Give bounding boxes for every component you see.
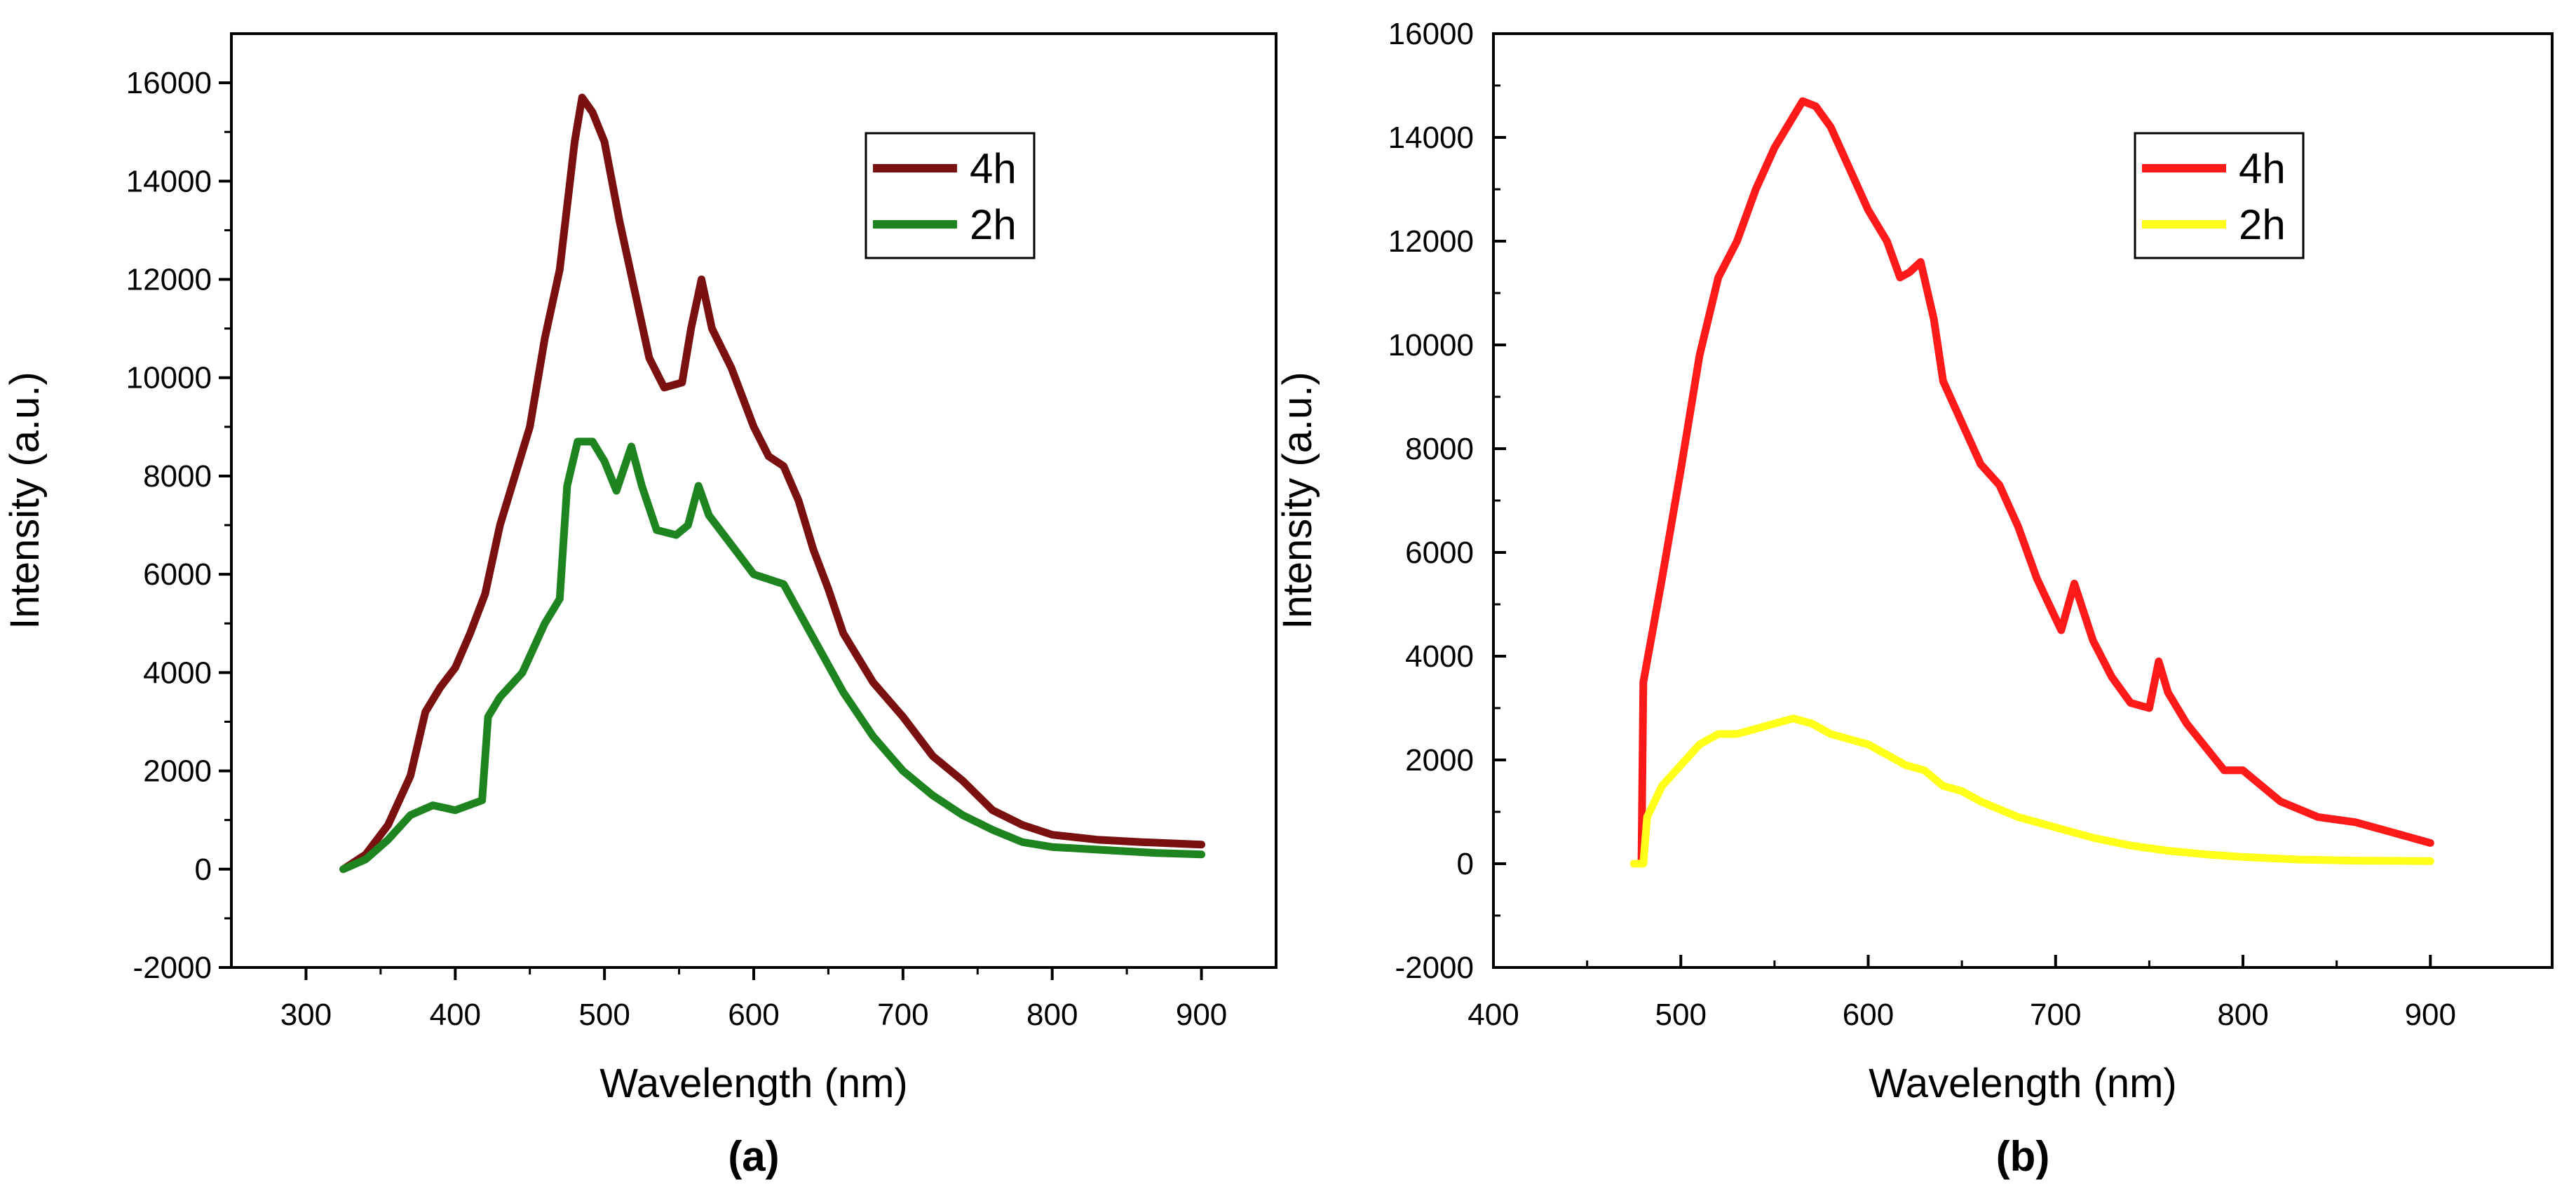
panel-label: (b) <box>1996 1133 2050 1180</box>
y-axis-title: Intensity (a.u.) <box>1275 372 1320 629</box>
x-tick-label: 900 <box>2405 998 2456 1032</box>
series-line-4h <box>339 93 1206 874</box>
y-tick-label: 16000 <box>1388 17 1474 51</box>
x-tick-label: 700 <box>2030 998 2081 1032</box>
y-tick-label: 16000 <box>126 66 212 100</box>
y-tick-label: 0 <box>1457 847 1474 881</box>
y-tick-label: 12000 <box>126 263 212 297</box>
x-tick-label: 700 <box>877 998 928 1032</box>
y-tick-label: 2000 <box>143 754 212 789</box>
x-axis-title: Wavelength (nm) <box>1869 1061 2176 1106</box>
chart-panel-a: 300 400 500 600 700 800 900 -2000 0 2000 4000 6000 8… <box>2 32 1277 1180</box>
plot-area-frame <box>1492 32 2554 969</box>
x-tick-label: 800 <box>1026 998 1078 1032</box>
y-tick-label: 8000 <box>1405 432 1474 466</box>
x-tick-label: 300 <box>280 998 332 1032</box>
y-tick-label: 10000 <box>126 361 212 395</box>
x-tick-label: 600 <box>1843 998 1894 1032</box>
y-tick-label: 14000 <box>1388 121 1474 155</box>
y-tick-label: 14000 <box>126 164 212 198</box>
y-tick-label: 4000 <box>143 655 212 690</box>
y-tick-label: 2000 <box>1405 743 1474 777</box>
x-tick-label: 500 <box>578 998 630 1032</box>
x-tick-label: 900 <box>1176 998 1227 1032</box>
legend-box <box>865 132 1036 259</box>
y-tick-label: 10000 <box>1388 328 1474 362</box>
legend-label-2h: 2h <box>2239 201 2286 248</box>
y-tick-label: -2000 <box>133 951 212 985</box>
x-axis-title: Wavelength (nm) <box>599 1061 907 1106</box>
x-tick-label: 500 <box>1655 998 1707 1032</box>
series-line-2h <box>339 437 1206 874</box>
x-tick-label: 400 <box>1467 998 1519 1032</box>
y-axis-title: Intensity (a.u.) <box>2 372 48 629</box>
x-tick-label: 400 <box>430 998 481 1032</box>
series-line-2h <box>1629 714 2434 868</box>
y-tick-label: 0 <box>195 852 212 887</box>
legend-label-2h: 2h <box>970 201 1017 248</box>
legend-label-4h: 4h <box>2239 145 2286 192</box>
x-tick-label: 600 <box>728 998 779 1032</box>
series-line-4h <box>1629 97 2434 868</box>
y-tick-label: 6000 <box>1405 536 1474 570</box>
y-tick-label: 8000 <box>143 459 212 494</box>
x-tick-label: 800 <box>2217 998 2268 1032</box>
y-tick-label: 12000 <box>1388 224 1474 259</box>
y-tick-label: 4000 <box>1405 639 1474 674</box>
chart-panel-b: 400 500 600 700 800 900 -2000 0 2000 4000 6000 8000… <box>1275 17 2554 1180</box>
y-tick-label: -2000 <box>1395 951 1474 985</box>
panel-label: (a) <box>728 1133 779 1180</box>
legend-box <box>2134 132 2305 259</box>
y-tick-label: 6000 <box>143 557 212 592</box>
legend-label-4h: 4h <box>970 145 1017 192</box>
